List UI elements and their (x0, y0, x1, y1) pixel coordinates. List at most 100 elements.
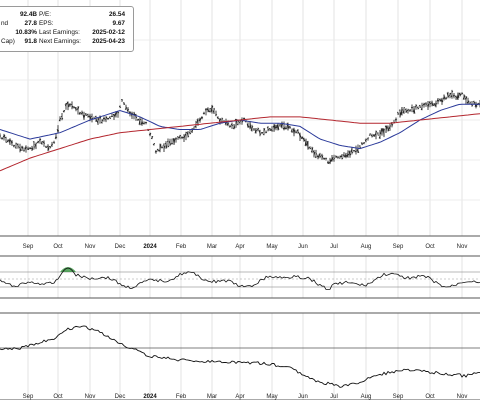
ohlc-open-tick (266, 127, 269, 129)
ohlc-open-tick (364, 139, 367, 143)
ohlc-open-tick (186, 132, 189, 137)
ohlc-open-tick (68, 104, 71, 107)
ohlc-open-tick (112, 114, 115, 117)
ohlc-open-tick (56, 129, 59, 133)
ohlc-open-tick (172, 138, 175, 144)
ohlc-open-tick (196, 119, 199, 125)
ohlc-open-tick (198, 117, 201, 122)
x-tick-label: Sep (393, 394, 404, 400)
ohlc-close-tick (267, 129, 270, 131)
ohlc-open-tick (436, 98, 439, 102)
ohlc-open-tick (464, 97, 467, 100)
ohlc-close-tick (409, 109, 412, 112)
ohlc-close-tick (83, 115, 86, 119)
ohlc-open-tick (208, 110, 211, 113)
x-tick-label: Nov (85, 394, 96, 400)
ohlc-open-tick (340, 154, 343, 158)
ohlc-open-tick (344, 152, 347, 158)
ohlc-close-tick (171, 142, 174, 144)
ohlc-close-tick (113, 114, 116, 118)
ohlc-close-tick (221, 118, 224, 120)
ohlc-close-tick (217, 117, 220, 120)
ohlc-close-tick (315, 153, 318, 155)
ohlc-open-tick (202, 112, 205, 115)
ohlc-open-tick (268, 127, 271, 130)
ohlc-close-tick (397, 113, 400, 115)
ohlc-open-tick (456, 92, 459, 100)
ohlc-open-tick (322, 157, 325, 159)
ohlc-open-tick (348, 150, 351, 157)
ohlc-open-tick (292, 128, 295, 135)
ohlc-close-tick (283, 126, 286, 130)
price-x-axis: Sep Oct Nov Dec 2024 Feb Mar Apr May Jun Jul Aug Sep… (23, 244, 468, 250)
ohlc-close-tick (31, 146, 34, 151)
ohlc-close-tick (477, 102, 480, 104)
ohlc-open-tick (420, 107, 423, 111)
ohlc-close-tick (47, 144, 50, 151)
ohlc-open-tick (460, 93, 463, 95)
ohlc-open-tick (254, 127, 257, 134)
ohlc-open-tick (300, 136, 303, 139)
ohlc-open-tick (450, 94, 453, 98)
x-tick-label: Sep (393, 244, 404, 250)
x-tick-label: Aug (361, 394, 372, 400)
ohlc-close-tick (345, 154, 348, 158)
ohlc-open-tick (140, 120, 143, 125)
ohlc-open-tick (284, 127, 287, 130)
ohlc-close-tick (331, 157, 334, 162)
ohlc-close-tick (387, 126, 390, 132)
ohlc-open-tick (370, 134, 373, 137)
ohlc-close-tick (455, 96, 458, 99)
ohlc-close-tick (3, 134, 6, 139)
ohlc-open-tick (88, 115, 91, 119)
ohlc-open-tick (388, 125, 391, 129)
ohlc-open-tick (24, 145, 27, 150)
ohlc-close-tick (229, 125, 232, 128)
x-tick-label: Oct (53, 394, 63, 400)
ohlc-close-tick (79, 112, 82, 114)
ohlc-open-tick (114, 112, 117, 118)
ohlc-close-tick (129, 112, 132, 114)
ohlc-open-tick (158, 149, 161, 152)
ohlc-close-tick (295, 131, 298, 134)
ohlc-open-tick (458, 92, 461, 96)
ohlc-close-tick (317, 155, 320, 159)
ohlc-close-tick (273, 124, 276, 132)
ohlc-open-tick (124, 108, 127, 110)
ohlc-open-tick (154, 150, 157, 153)
x-tick-label: Sep (23, 244, 34, 250)
ohlc-open-tick (316, 155, 319, 158)
ohlc-close-tick (49, 145, 52, 148)
ohlc-open-tick (178, 135, 181, 139)
ohlc-close-tick (65, 102, 68, 106)
ohlc-close-tick (247, 124, 250, 128)
info-value: 2025-04-23 (92, 38, 125, 45)
ohlc-close-tick (327, 161, 330, 164)
info-label: EPS: (39, 20, 54, 27)
ohlc-open-tick (234, 118, 237, 121)
ohlc-open-tick (206, 107, 209, 111)
ohlc-open-tick (210, 105, 213, 113)
ohlc-open-tick (138, 118, 141, 125)
ohlc-close-tick (257, 128, 260, 130)
ohlc-close-tick (305, 142, 308, 146)
moving-average-lines (0, 103, 480, 172)
ohlc-open-tick (342, 154, 345, 157)
x-tick-label: Sep (23, 394, 34, 400)
ohlc-open-tick (422, 103, 425, 106)
ohlc-close-tick (329, 159, 332, 164)
ohlc-close-tick (279, 124, 282, 126)
ohlc-open-tick (78, 111, 81, 115)
ohlc-open-tick (80, 112, 83, 115)
info-value: 91.8 (24, 38, 37, 45)
ohlc-close-tick (259, 133, 262, 136)
ohlc-close-tick (231, 124, 234, 126)
ohlc-close-tick (63, 110, 66, 112)
ohlc-close-tick (53, 142, 56, 144)
ohlc-close-tick (459, 93, 462, 97)
ohlc-close-tick (161, 146, 164, 149)
ohlc-close-tick (37, 141, 40, 144)
info-value: 92.4B (19, 11, 37, 18)
ohlc-open-tick (258, 130, 261, 134)
ohlc-close-tick (55, 136, 58, 138)
